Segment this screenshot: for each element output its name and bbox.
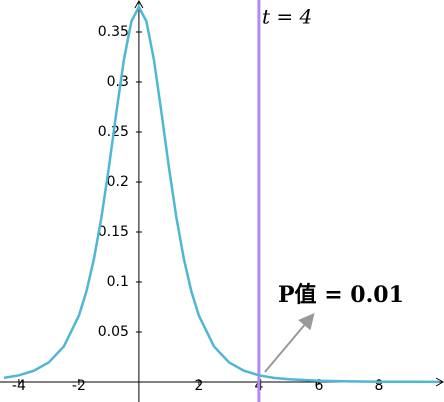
x-tick-label: -2 [72, 378, 86, 394]
y-tick-label: 0.3 [107, 74, 129, 90]
curve [3, 4, 439, 384]
axis-arrow [435, 377, 444, 387]
y-tick-label: 0.15 [98, 224, 129, 240]
x-tick-label: -4 [12, 378, 26, 394]
y-tick-label: 0.2 [107, 174, 129, 190]
annotation-arrow [264, 312, 315, 373]
x-tick-label: 8 [374, 378, 383, 394]
y-tick-label: 0.1 [107, 274, 129, 290]
x-tick-label: 6 [314, 378, 323, 394]
annotation: P值 = 0.01 [278, 282, 404, 308]
axis-arrow [134, 0, 144, 9]
vline-label: t = 4 [262, 5, 312, 29]
x-tick-label: 2 [194, 378, 203, 394]
y-tick-label: 0.35 [98, 24, 129, 40]
y-tick-label: 0.05 [98, 324, 129, 340]
